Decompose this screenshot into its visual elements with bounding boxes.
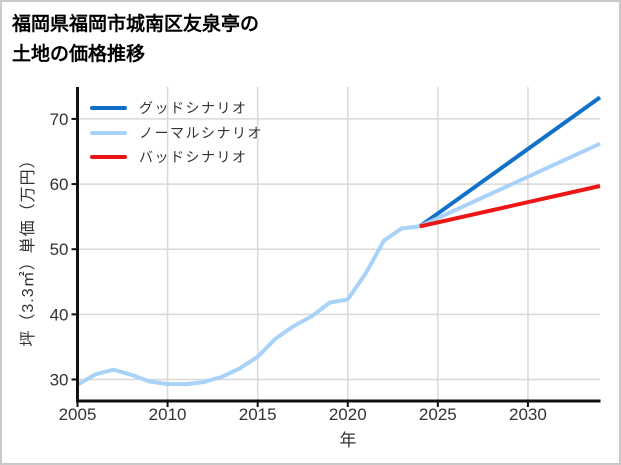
y-tick-label: 60 xyxy=(50,175,69,194)
legend: グッドシナリオ ノーマルシナリオ バッドシナリオ xyxy=(90,96,263,170)
y-tick-label: 50 xyxy=(50,240,69,259)
x-tick-label: 2030 xyxy=(509,405,547,424)
legend-label: グッドシナリオ xyxy=(139,100,248,117)
x-tick-label: 2010 xyxy=(149,405,187,424)
good-scenario-line-swatch xyxy=(90,106,127,111)
chart-title-line2: 土地の価格推移 xyxy=(12,44,146,65)
bad-scenario-line-swatch xyxy=(90,155,127,160)
y-tick-label: 70 xyxy=(50,110,69,129)
x-tick-label: 2015 xyxy=(239,405,277,424)
x-axis-label: 年 xyxy=(339,431,357,450)
normal-scenario-line-swatch xyxy=(90,130,127,135)
x-tick-label: 2025 xyxy=(419,405,457,424)
history-line xyxy=(76,224,421,387)
y-tick-label: 40 xyxy=(50,305,69,324)
legend-item-normal-scenario: ノーマルシナリオ xyxy=(90,121,263,146)
y-axis-label: 坪（3.3㎡）単価（万円） xyxy=(20,151,37,347)
x-tick-label: 2005 xyxy=(59,405,97,424)
good-scenario-line xyxy=(418,95,602,229)
normal-scenario-line xyxy=(418,141,601,229)
bad-scenario-line xyxy=(419,184,601,229)
x-tick-label: 2020 xyxy=(329,405,367,424)
chart-title: 福岡県福岡市城南区友泉亭の 土地の価格推移 xyxy=(12,10,259,70)
legend-item-good-scenario: グッドシナリオ xyxy=(90,96,263,121)
chart-title-line1: 福岡県福岡市城南区友泉亭の xyxy=(12,14,260,35)
legend-item-bad-scenario: バッドシナリオ xyxy=(90,145,263,170)
legend-label: ノーマルシナリオ xyxy=(139,124,263,141)
legend-label: バッドシナリオ xyxy=(139,149,248,166)
y-tick-label: 30 xyxy=(50,371,69,390)
